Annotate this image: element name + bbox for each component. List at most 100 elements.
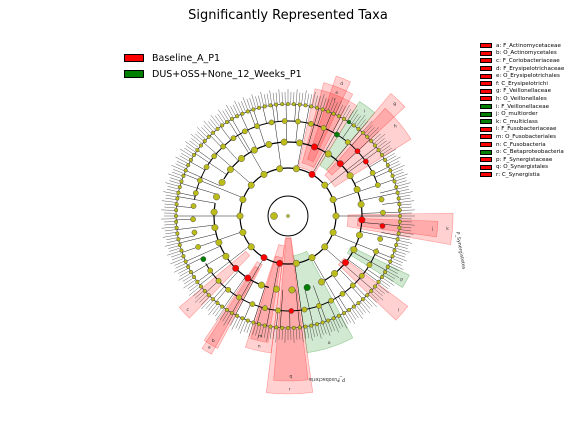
- leaf-tick-91: [214, 307, 222, 317]
- leaf-tick-214: [337, 104, 344, 115]
- node-l3-45: [376, 148, 381, 153]
- key-label-k: k: C_multiclass: [496, 118, 538, 125]
- leaf-tick-251: [398, 189, 410, 192]
- key-entry-j: j: O_multiorder: [480, 110, 564, 118]
- leaf-tick-56: [312, 326, 315, 338]
- leaf-tick-225: [362, 120, 373, 132]
- leaf-tick-245: [393, 171, 405, 177]
- node-l1-13: [353, 186, 361, 193]
- branch-82: [369, 158, 385, 168]
- node-l3-94: [245, 318, 250, 323]
- key-entry-r: r: C_Synergistia: [480, 171, 564, 179]
- node-l0-4: [276, 165, 284, 173]
- node-l1-26: [232, 264, 240, 272]
- node-l0-17: [239, 229, 247, 236]
- leaf-tick-244: [392, 169, 403, 174]
- leaf-tick-204: [312, 91, 316, 106]
- leaf-tick-172: [222, 110, 229, 121]
- node-l3-51: [392, 179, 397, 184]
- leaf-tick-114: [170, 258, 184, 265]
- key-swatch-k: [480, 119, 492, 125]
- node-l2-4: [211, 153, 217, 160]
- leaf-tick-63: [293, 328, 295, 343]
- leaf-tick-205: [314, 95, 318, 107]
- key-label-e: e: O_Erysipelotrichales: [496, 73, 560, 80]
- leaf-tick-134: [164, 203, 176, 206]
- node-l2-14: [334, 131, 340, 138]
- node-l3-44: [373, 143, 378, 148]
- node-l2-15: [344, 139, 351, 145]
- leaf-tick-153: [180, 148, 193, 157]
- outer-leaf-ticks: [161, 89, 415, 343]
- leaf-tick-116: [170, 253, 182, 258]
- legend-entry-baseline: Baseline_A_P1: [124, 50, 302, 66]
- leaf-tick-59: [304, 327, 307, 339]
- leaf-tick-143: [170, 177, 181, 182]
- leaf-tick-231: [374, 133, 386, 144]
- node-l1-21: [303, 284, 311, 291]
- leaf-tick-6: [399, 232, 414, 235]
- key-entry-e: e: O_Erysipelotrichales: [480, 72, 564, 80]
- branch-60: [231, 118, 265, 175]
- leaf-tick-150: [175, 156, 189, 164]
- leaf-tick-122: [166, 237, 178, 241]
- node-l3-38: [346, 120, 351, 125]
- leaf-tick-29: [374, 288, 383, 297]
- node-l1-24: [258, 281, 265, 289]
- leaf-tick-39: [354, 307, 363, 319]
- leaf-tick-218: [347, 110, 354, 121]
- leaf-tick-84: [231, 317, 239, 330]
- node-l2-31: [301, 306, 308, 313]
- leaf-tick-27: [377, 284, 390, 294]
- key-swatch-m: [480, 134, 492, 140]
- leaf-tick-193: [281, 92, 283, 104]
- node-l3-35: [331, 111, 336, 116]
- node-l2-1: [193, 190, 199, 196]
- leaf-tick-198: [295, 89, 298, 104]
- branch-84: [374, 170, 391, 178]
- branch-29: [235, 281, 254, 315]
- node-l2-8: [254, 123, 260, 129]
- leaf-tick-22: [385, 273, 395, 280]
- node-l3-31: [309, 104, 314, 109]
- leaf-tick-152: [181, 152, 191, 159]
- node-l3-22: [257, 105, 262, 110]
- node-l3-68: [379, 274, 384, 279]
- key-label-c: c: F_Coriobacteriaceae: [496, 57, 560, 64]
- node-center: [286, 214, 290, 218]
- node-l3-19: [240, 111, 245, 116]
- node-l1-7: [280, 138, 288, 146]
- node-root: [270, 212, 278, 220]
- node-l3-28: [291, 102, 296, 107]
- branch-76: [342, 124, 353, 139]
- leaf-tick-257: [400, 206, 412, 209]
- node-l0-8: [329, 196, 337, 203]
- leaf-tick-145: [171, 171, 183, 177]
- leaf-tick-70: [272, 328, 275, 340]
- branch-52: [189, 161, 206, 171]
- leaf-tick-238: [385, 152, 395, 159]
- node-l3-8: [192, 153, 197, 158]
- biomarker-key: a: F_Actinomycetaceae b: O_Actinomycetale…: [480, 42, 564, 179]
- leaf-tick-216: [342, 104, 350, 118]
- branch-59: [228, 120, 249, 154]
- leaf-tick-76: [255, 324, 259, 336]
- node-l0-11: [321, 243, 329, 251]
- node-l3-106: [192, 274, 197, 279]
- node-l2-38: [215, 277, 222, 284]
- leaf-tick-51: [325, 322, 331, 336]
- leaf-tick-14: [394, 253, 406, 258]
- clade-highlight-p: [346, 246, 410, 288]
- node-l2-35: [249, 301, 256, 307]
- leaf-tick-25: [380, 280, 391, 287]
- node-l3-63: [392, 248, 397, 253]
- clade-letter-l: l: [398, 308, 399, 314]
- leaf-tick-36: [360, 302, 371, 314]
- node-l3-89: [274, 325, 279, 330]
- node-l2-9: [268, 119, 275, 126]
- leaf-tick-181: [246, 98, 251, 110]
- node-l3-25: [274, 102, 279, 107]
- node-l1-17: [350, 246, 358, 253]
- key-entry-o: o: C_Betaproteobacteria: [480, 148, 564, 156]
- key-label-m: m: O_Fusobacteriales: [496, 133, 556, 140]
